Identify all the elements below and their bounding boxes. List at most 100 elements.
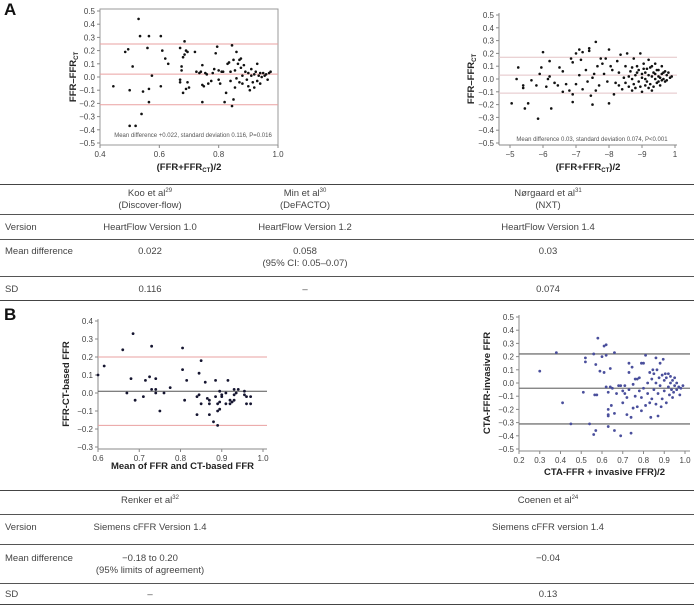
x-axis-label: Mean of FFR and CT-based FFR [111,461,254,472]
data-point [147,34,151,38]
data-point [584,356,587,360]
column-header-renker: Renker et al32 [121,495,179,507]
x-tick-label: 0.3 [534,456,546,465]
x-tick-label: 1.0 [272,150,284,159]
data-point [241,74,244,77]
data-point [199,402,203,406]
x-axis-label-text: Mean of FFR and CT-based FFR [111,461,254,472]
table-cell: HeartFlow Version 1.4 [501,222,595,233]
data-point [521,86,525,90]
data-point [619,434,623,438]
data-point [601,62,604,65]
data-point [516,66,520,69]
data-point [125,391,129,395]
data-point [195,70,198,74]
data-point [230,44,234,47]
data-point [239,57,243,60]
column-header-koo: Koo et al29 (Discover-flow) [118,188,181,212]
data-point [224,402,228,406]
data-point [571,93,574,96]
data-point [154,377,158,380]
data-point [581,390,585,394]
data-point [214,51,217,55]
data-point [159,34,163,38]
data-point [657,80,660,83]
data-point [629,431,633,435]
data-point [260,75,263,79]
data-point [591,76,594,80]
data-point [662,378,666,382]
data-point [545,85,548,88]
data-point [640,76,644,80]
data-point [606,414,610,418]
data-point [233,86,237,89]
data-point [207,413,211,416]
data-point [250,67,253,71]
data-point [523,107,527,110]
y-axis-label-text: FFR-CT-based FFR [61,341,72,427]
data-point [660,397,664,401]
data-point [510,102,513,105]
table-cell: 0.13 [538,589,558,600]
data-point [630,365,634,369]
data-point [180,69,183,72]
data-point [257,74,261,77]
data-point [612,93,616,96]
x-tick-label: −8 [604,150,614,159]
data-point [197,371,201,375]
y-tick-label: −0.3 [79,113,95,122]
y-tick-label: −0.1 [79,86,95,95]
column-header-min: Min et al30 (DeFACTO) [280,188,330,212]
data-point [604,57,607,60]
data-point [217,78,220,81]
chart-a1: 0.5 0.4 0.3 0.2 0.1 0.0 −0.1 −0.2 −0.3 −0.4 −0.5 0.… [68,7,284,174]
data-point [236,62,240,66]
data-point [631,382,635,386]
data-point [617,71,621,74]
data-point [644,84,647,87]
data-point [623,392,627,395]
data-point [617,84,621,87]
data-point [134,124,137,128]
data-point [183,40,186,43]
table-cell: 0.074 [536,284,560,295]
y-tick-label: 0.3 [84,33,96,42]
row-label-sd: SD [5,589,19,600]
data-point [211,71,215,75]
data-point [671,396,674,399]
table-cell: −0.18 to 0.20 (95% limits of agreement) [96,553,204,577]
data-point [546,77,550,81]
data-point [561,90,565,94]
data-point [609,404,613,407]
y-tick-label: −0.3 [77,443,93,452]
y-tick-label: −0.2 [478,101,494,110]
y-tick-label: 0.4 [483,24,495,33]
data-point [183,53,186,56]
data-point [634,73,637,77]
study-name: Min et al [283,188,320,199]
data-point [625,396,629,399]
data-point [530,78,533,82]
y-axis-label-subscript: CT [472,54,478,62]
data-point [181,55,185,59]
data-point [201,100,204,104]
data-point [594,429,598,432]
data-point [148,375,151,379]
data-point [536,117,540,120]
data-point [548,75,551,78]
data-point [266,78,269,81]
data-point [230,104,234,108]
data-point [681,384,685,388]
data-point [606,408,610,411]
data-point [181,346,184,350]
data-point [669,381,672,385]
data-point [216,402,220,406]
y-tick-label: 0.2 [503,353,515,362]
data-point [602,344,606,348]
data-point [662,389,666,393]
data-point [672,390,675,394]
x-axis-label-text: CTA-FFR + invasive FFR)/2 [544,467,665,478]
data-point [548,59,551,63]
data-point [249,402,253,406]
x-tick-label: 0.5 [576,456,588,465]
